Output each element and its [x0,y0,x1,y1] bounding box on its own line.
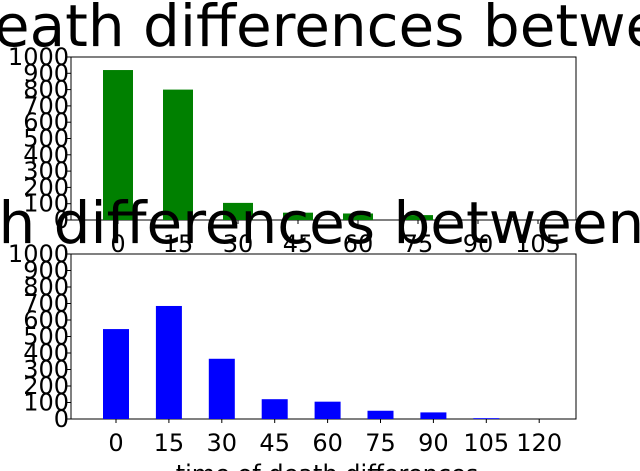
bottom-y-tick-label: 100 [23,389,69,417]
top-y-tick-label: 600 [23,108,69,136]
bottom-bar [473,418,500,419]
bottom-bar [208,358,235,419]
bottom-x-tick-label: 90 [418,429,449,457]
bottom-x-tick-label: 30 [207,429,238,457]
bottom-bar [261,399,288,419]
bottom-bar [155,305,182,419]
bottom-x-tick-label: 60 [312,429,343,457]
bottom-y-tick-label: 500 [23,323,69,351]
bottom-y-tick-label: 200 [23,372,69,400]
top-x-tick-label: 60 [343,230,374,258]
top-y-tick-label: 400 [23,141,69,169]
top-y-tick-label: 0 [54,206,69,234]
bottom-chart-title: th differences between [0,189,640,257]
bottom-bar [103,329,129,419]
bottom-x-axis-label: time of death differences [176,460,479,471]
bottom-plot-frame [70,253,577,420]
top-chart-title: death differences betwee [0,0,640,60]
top-y-tick-label: 800 [23,76,69,104]
bottom-y-tick-label: 1000 [8,240,69,268]
bottom-x-tick-label: 45 [259,429,290,457]
bottom-x-ticks: 0 15 30 45 60 75 90 105 120 [108,419,562,457]
top-y-tick-label: 300 [23,157,69,185]
bottom-y-tick-label: 400 [23,339,69,367]
bottom-x-tick-label: 75 [365,429,396,457]
top-bar [223,202,253,220]
bottom-bars-group [103,305,500,419]
bottom-y-tick-label: 600 [23,306,69,334]
top-y-tick-label: 100 [23,190,69,218]
top-y-tick-label: 500 [23,125,69,153]
top-bars-group [103,70,433,220]
top-bar [283,212,313,220]
top-x-tick-label: 30 [223,230,254,258]
top-x-ticks: 0 15 30 45 60 75 90 105 [110,220,561,258]
top-x-tick-label: 15 [163,230,194,258]
top-x-tick-label: 105 [515,230,561,258]
bottom-x-tick-label: 15 [154,429,185,457]
top-x-tick-label: 45 [283,230,314,258]
bottom-x-tick-label: 0 [108,429,123,457]
top-y-tick-label: 1000 [8,43,69,71]
top-bar [343,213,373,220]
bottom-bar [420,412,447,419]
top-x-tick-label: 75 [403,230,434,258]
top-x-tick-label: 90 [463,230,494,258]
bottom-y-tick-label: 900 [23,257,69,285]
bottom-y-tick-label: 800 [23,273,69,301]
top-y-tick-label: 900 [23,59,69,87]
bottom-y-tick-label: 0 [54,405,69,433]
bottom-x-tick-label: 105 [463,429,509,457]
top-x-tick-label: 0 [110,230,125,258]
bottom-y-tick-label: 700 [23,290,69,318]
bottom-x-tick-label: 120 [516,429,562,457]
bottom-bar [367,410,394,419]
bottom-bar [314,401,341,419]
top-bar [403,215,433,220]
top-y-tick-label: 200 [23,173,69,201]
bottom-y-tick-label: 300 [23,356,69,384]
top-y-tick-label: 700 [23,92,69,120]
top-bar [163,89,193,220]
top-bar [103,70,133,220]
